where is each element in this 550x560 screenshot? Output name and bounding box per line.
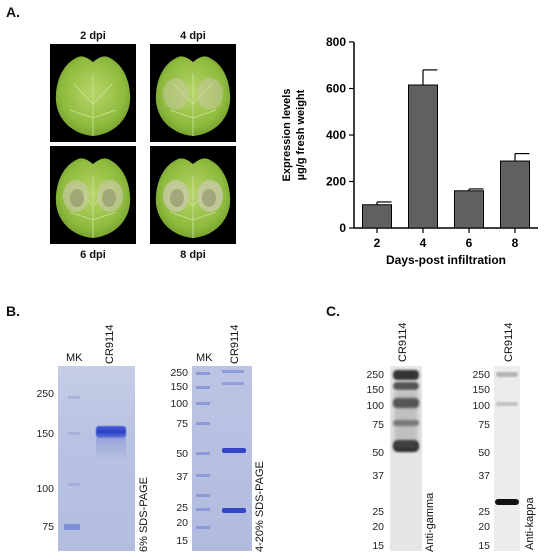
blot-c2-mw-25: 25 bbox=[478, 506, 490, 518]
blot-c1-mw-15: 15 bbox=[372, 540, 384, 552]
y-tick-label: 0 bbox=[339, 221, 346, 235]
blot-c1-mw-20: 20 bbox=[372, 521, 384, 533]
x-axis-label: Days-post infiltration bbox=[386, 253, 506, 267]
leaf-label-8dpi: 8 dpi bbox=[180, 249, 206, 261]
blot-c2-mw-100: 100 bbox=[472, 400, 490, 412]
gel-b2-mw-20: 20 bbox=[176, 517, 188, 529]
y-tick-label: 600 bbox=[326, 82, 346, 96]
lesion-core-left bbox=[170, 189, 184, 207]
blot-c2-mw-50: 50 bbox=[478, 447, 490, 459]
gel-b2-band-heavy bbox=[222, 448, 246, 453]
blot-c2-mw-250: 250 bbox=[472, 369, 490, 381]
gel-b1-sample-label: CR9114 bbox=[104, 324, 116, 364]
y-axis-label-line1: Expression levels bbox=[281, 89, 293, 182]
y-axis-label-line2: µg/g fresh weight bbox=[295, 89, 307, 180]
gel-b2 bbox=[192, 366, 252, 551]
leaf-label-4dpi: 4 dpi bbox=[180, 30, 206, 42]
bar-6 bbox=[454, 190, 484, 229]
leaf-photo-8dpi bbox=[150, 146, 236, 244]
panel-a-label: A. bbox=[6, 4, 20, 20]
blot-c2-mw-75: 75 bbox=[478, 419, 490, 431]
gel-b1-mw-150: 150 bbox=[36, 428, 54, 440]
blot-c2-mw-37: 37 bbox=[478, 470, 490, 482]
gel-b2-mw-150: 150 bbox=[170, 381, 188, 393]
x-tick-label: 8 bbox=[512, 236, 519, 250]
blot-c1-mw-150: 150 bbox=[366, 384, 384, 396]
gel-b1-mw-250: 250 bbox=[36, 388, 54, 400]
gel-b1-marker-75 bbox=[64, 524, 80, 530]
gel-b2-mw-50: 50 bbox=[176, 448, 188, 460]
blot-c2-sample-label: CR9114 bbox=[503, 322, 515, 362]
leaf-label-6dpi: 6 dpi bbox=[80, 249, 106, 261]
blot-c1-mw-50: 50 bbox=[372, 447, 384, 459]
gel-b2-mw-25: 25 bbox=[176, 502, 188, 514]
gel-b2-mw-75: 75 bbox=[176, 418, 188, 430]
blot-c2-mw-20: 20 bbox=[478, 521, 490, 533]
gel-b1-marker-250 bbox=[68, 396, 80, 399]
bar-2 bbox=[362, 204, 392, 229]
blot-c2 bbox=[494, 366, 520, 551]
y-tick-label: 800 bbox=[326, 35, 346, 49]
blot-c1 bbox=[390, 366, 422, 551]
blot-c1-mw-75: 75 bbox=[372, 419, 384, 431]
y-tick-label: 200 bbox=[326, 175, 346, 189]
gel-b1-band-150 bbox=[96, 426, 126, 438]
gel-b2-mw-15: 15 bbox=[176, 535, 188, 547]
gel-b1-caption: 6% SDS-PAGE bbox=[138, 477, 150, 552]
gel-b2-mk-label: MK bbox=[196, 352, 213, 364]
blot-c2-mw-150: 150 bbox=[472, 384, 490, 396]
gel-b1-marker-100 bbox=[68, 483, 80, 486]
x-tick-label: 4 bbox=[420, 236, 427, 250]
gel-b1-marker-150 bbox=[68, 432, 80, 435]
gel-b1 bbox=[58, 366, 135, 551]
blot-c2-caption: Anti-kappa bbox=[524, 497, 536, 550]
gel-b2-sample-label: CR9114 bbox=[229, 324, 241, 364]
blot-c1-mw-25: 25 bbox=[372, 506, 384, 518]
blot-c1-mw-250: 250 bbox=[366, 369, 384, 381]
blot-c2-mw-15: 15 bbox=[478, 540, 490, 552]
lesion-right bbox=[197, 78, 223, 110]
blot-c1-band-heavy bbox=[393, 440, 419, 452]
gel-b2-mw-250: 250 bbox=[170, 367, 188, 379]
blot-c2-band-light bbox=[495, 499, 519, 505]
lesion-core-right bbox=[102, 189, 116, 207]
leaf-photo-4dpi bbox=[150, 44, 236, 142]
lesion-left bbox=[163, 78, 189, 110]
lesion-core-right bbox=[202, 189, 216, 207]
gel-b1-mw-100: 100 bbox=[36, 483, 54, 495]
leaf-photo-2dpi bbox=[50, 44, 136, 142]
blot-c1-sample-label: CR9114 bbox=[397, 322, 409, 362]
leaf-photo-6dpi bbox=[50, 146, 136, 244]
gel-b1-mw-75: 75 bbox=[42, 521, 54, 533]
y-tick-label: 400 bbox=[326, 128, 346, 142]
gel-b2-mw-37: 37 bbox=[176, 471, 188, 483]
blot-c1-mw-100: 100 bbox=[366, 400, 384, 412]
panel-c-label: C. bbox=[326, 303, 340, 319]
gel-b2-caption: 4-20% SDS-PAGE bbox=[254, 461, 266, 552]
blot-c1-caption: Anti-gamma bbox=[424, 492, 436, 552]
bar-8 bbox=[500, 160, 530, 229]
x-tick-label: 6 bbox=[466, 236, 473, 250]
panel-b-label: B. bbox=[6, 303, 20, 319]
gel-b2-band-light bbox=[222, 508, 246, 513]
bar-4 bbox=[408, 84, 438, 229]
gel-b2-mw-100: 100 bbox=[170, 398, 188, 410]
expression-chart: 0 200 400 600 800 2 4 6 8 Days-post infiltration E… bbox=[250, 30, 550, 280]
blot-c1-mw-37: 37 bbox=[372, 470, 384, 482]
lesion-core-left bbox=[70, 189, 84, 207]
gel-b1-mk-label: MK bbox=[66, 352, 83, 364]
x-tick-label: 2 bbox=[374, 236, 381, 250]
leaf-label-2dpi: 2 dpi bbox=[80, 30, 106, 42]
